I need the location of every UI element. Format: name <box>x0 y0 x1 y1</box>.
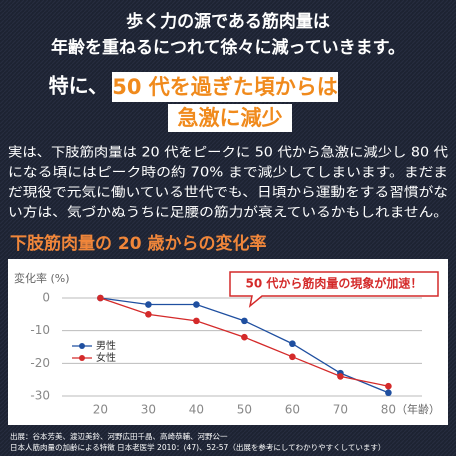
body-line: だ現役で元気に働いている世代でも、日頃から運動をする習慣がな <box>8 185 448 201</box>
y-tick-label: 0 <box>42 291 50 305</box>
legend-label: 女性 <box>96 351 116 364</box>
y-tick-label: -30 <box>30 389 50 403</box>
legend-marker <box>79 355 85 361</box>
y-axis-label: 変化率 (%) <box>14 271 70 285</box>
source-line: 日本人筋肉量の加齢による特徴 日本老医学 2010：(47)、52-57（出展を… <box>10 442 385 452</box>
headline-lead: 特に、 <box>49 74 108 98</box>
data-point <box>97 294 104 302</box>
x-tick-label: 40 <box>189 403 204 417</box>
highlight: 50 代を過ぎた頃からは <box>112 75 338 99</box>
data-point <box>385 389 392 397</box>
headline: 年齢を重ねるにつれて徐々に減っていきます。 <box>51 37 405 58</box>
headline: 歩く力の源である筋肉量は <box>126 11 330 32</box>
annotation: 50 代から筋肉量の現象が加速！ <box>246 276 423 291</box>
sources: 出展：谷本芳美、渡辺美鈴、河野広田千晶、高崎恭輔、河野公一日本人筋肉量の加齢によ… <box>10 431 385 452</box>
highlight-box <box>168 104 292 132</box>
data-point <box>193 301 200 308</box>
source-line: 出展：谷本芳美、渡辺美鈴、河野広田千晶、高崎恭輔、河野公一 <box>10 431 228 441</box>
body-line: になる頃にはピーク時の約 70% まで減少してしまいます。まだま <box>8 165 448 181</box>
legend-label: 男性 <box>96 339 116 352</box>
x-tick-label: 50 <box>237 403 252 417</box>
highlight-box <box>112 72 338 102</box>
data-point <box>145 301 152 308</box>
data-point <box>145 311 152 318</box>
x-tick-label: 20 <box>93 403 108 417</box>
section-title: 下肢筋肉量の 20 歳からの変化率 <box>10 233 267 254</box>
y-tick-label: -20 <box>30 356 50 370</box>
highlight: 急激に減少 <box>178 106 283 130</box>
data-point <box>289 340 296 348</box>
x-tick-label: 60 <box>285 403 300 417</box>
body-line: 実は、下肢筋肉量は 20 代をピークに 50 代から急激に減少し 80 代 <box>8 145 448 161</box>
data-point <box>289 353 296 361</box>
data-point <box>241 317 248 325</box>
data-point <box>193 317 200 325</box>
x-tick-label: 80 <box>381 403 396 417</box>
callout-box <box>229 271 439 308</box>
body-text: 実は、下肢筋肉量は 20 代をピークに 50 代から急激に減少し 80 代になる… <box>8 145 448 221</box>
legend-marker <box>79 343 85 349</box>
body-line: い方は、気づかぬうちに足腰の筋力が衰えているかもしれません。 <box>8 205 448 221</box>
x-tick-label: 30 <box>141 403 156 417</box>
data-point <box>337 373 344 380</box>
x-tick-label: 70 <box>333 403 348 417</box>
x-axis-label: （年齢） <box>396 402 440 416</box>
data-point <box>241 333 248 341</box>
data-point <box>385 382 392 390</box>
y-tick-label: -10 <box>30 323 50 337</box>
